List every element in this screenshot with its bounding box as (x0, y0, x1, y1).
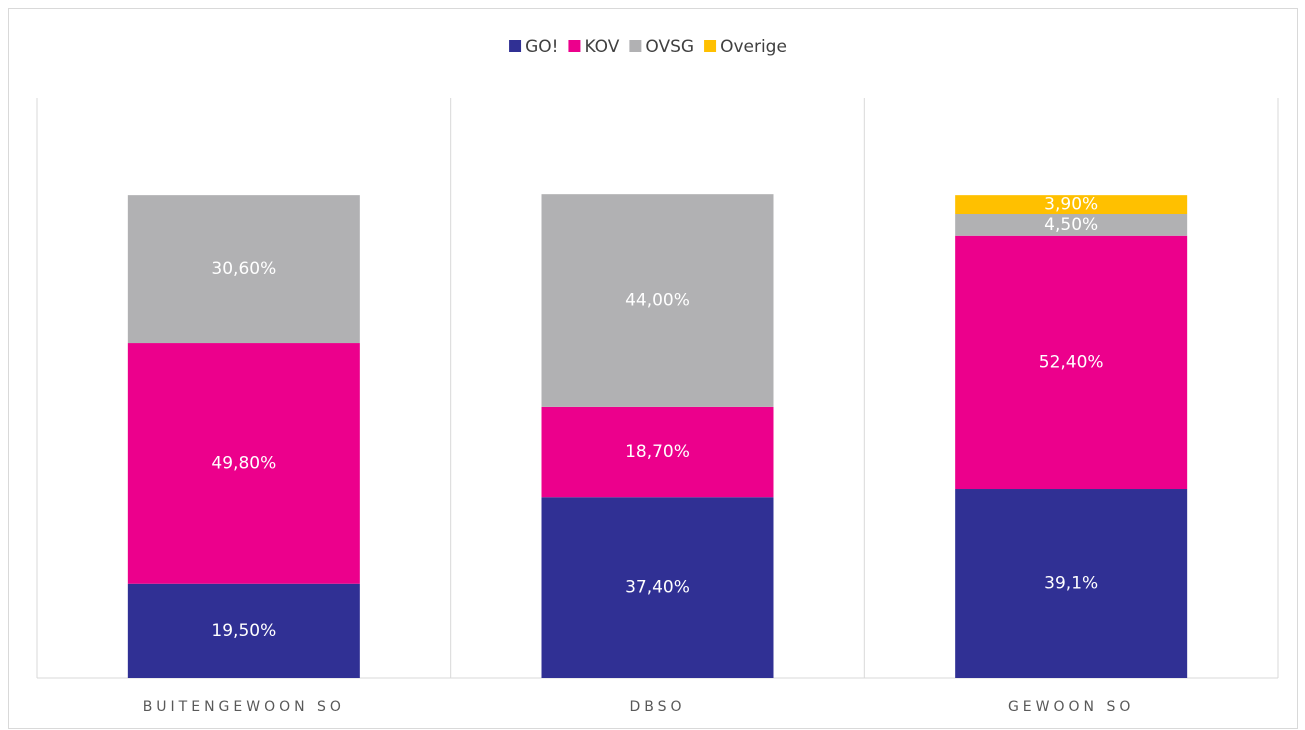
x-tick-label: DBSO (629, 699, 685, 715)
data-label: 49,80% (211, 453, 276, 473)
data-label: 4,50% (1044, 215, 1098, 235)
legend-label: GO! (525, 37, 558, 57)
bar-segment (541, 406, 774, 498)
data-label: 30,60% (211, 259, 276, 279)
bar-segment (955, 214, 1188, 236)
chart-frame (8, 8, 1298, 729)
bar-segment (955, 235, 1188, 490)
data-label: 44,00% (625, 291, 690, 311)
data-label: 37,40% (625, 578, 690, 598)
data-label: 39,1% (1044, 574, 1098, 594)
legend-swatch (509, 40, 522, 52)
x-tick-label: GEWOON SO (1008, 699, 1134, 715)
data-label: 19,50% (211, 621, 276, 641)
bar-segment (541, 194, 774, 407)
bar-segment (127, 583, 360, 678)
bar-segment (955, 489, 1188, 678)
legend-label: KOV (584, 37, 619, 57)
bar-segment (127, 343, 360, 584)
data-label: 52,40% (1039, 352, 1104, 372)
legend-swatch (568, 40, 581, 52)
bar-segment (955, 195, 1188, 214)
bar-segment (127, 195, 360, 344)
legend-swatch (629, 40, 642, 52)
legend-swatch (704, 40, 717, 52)
data-label: 3,90% (1044, 195, 1098, 215)
legend-label: Overige (720, 37, 787, 57)
legend-label: OVSG (645, 37, 694, 57)
data-label: 18,70% (625, 442, 690, 462)
x-tick-label: BUITENGEWOON SO (143, 699, 345, 715)
bar-segment (541, 497, 774, 678)
